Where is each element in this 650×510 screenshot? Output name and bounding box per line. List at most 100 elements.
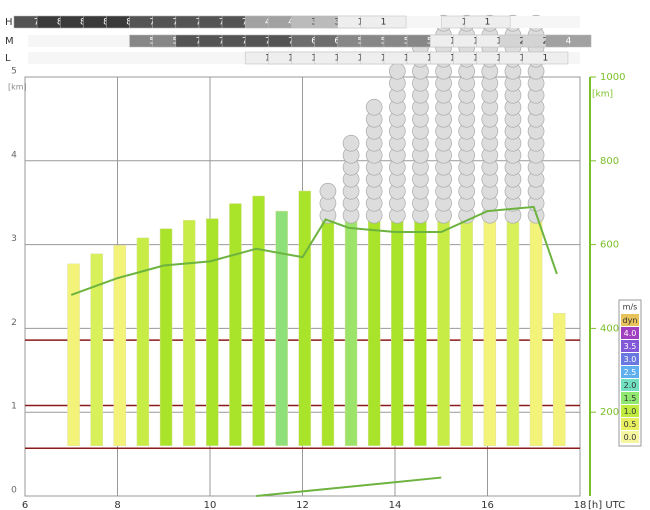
x-axis-label: [h] UTC (588, 500, 625, 510)
cloud-cover-label: 7 (288, 37, 294, 47)
cloud-cover-label: 1 (496, 54, 502, 64)
wind-column (159, 228, 173, 446)
wind-column (90, 253, 103, 446)
wind-column (67, 263, 80, 446)
cloud-cover-label: 1 (381, 18, 387, 28)
legend-label: 3.5 (624, 342, 637, 351)
height-line (70, 205, 558, 296)
cloud-cover-label: 5 (381, 37, 387, 47)
y2-tick-label: 200 (600, 407, 619, 418)
cloud-cover-label: 1 (265, 54, 271, 64)
wind-column (506, 200, 520, 446)
cloud-row-label: L (5, 53, 11, 64)
cloud-cover-label: 6 (334, 37, 340, 47)
wind-column (391, 220, 404, 446)
cloud-blob (388, 62, 406, 80)
cloud-cover-label: 1 (450, 37, 456, 47)
x-tick-label: 18 (574, 500, 587, 510)
cloud-cover-label: 1 (485, 18, 491, 28)
cloud-cover-label: 2 (542, 37, 548, 47)
wind-column (298, 190, 312, 446)
wind-column (414, 220, 427, 446)
cloud-cover-label: 5 (357, 37, 363, 47)
cloud-cover-label: 1 (519, 54, 525, 64)
legend-label: 1.0 (624, 407, 637, 416)
legend-label: 2.5 (624, 368, 637, 377)
legend-swatch (621, 314, 639, 326)
height-line (256, 476, 442, 497)
y-tick-label: 1 (11, 402, 17, 412)
cloud-cover-label: 8 (57, 18, 63, 28)
cloud-stack (319, 182, 337, 224)
cloud-cover-label: 8 (103, 18, 109, 28)
cloud-cover-cell (522, 51, 569, 65)
cloud-cover-label: 5 (172, 37, 178, 47)
cloud-cover-label: 8 (126, 18, 132, 28)
cloud-row-label: H (5, 17, 13, 28)
x-tick-label: 6 (22, 500, 28, 510)
y-tick-label: 5 (11, 67, 17, 77)
legend-swatch (621, 418, 639, 430)
wind-column (552, 313, 566, 446)
y2-tick-label: 1000 (600, 72, 625, 83)
cloud-cover-label: 1 (288, 54, 294, 64)
y2-axis-label: [km] (592, 90, 613, 100)
cloud-cover-label: 7 (149, 18, 155, 28)
cloud-cover-label: 5 (427, 37, 433, 47)
y2-tick-label: 600 (600, 240, 619, 251)
y-tick-label: 0 (11, 486, 17, 496)
cloud-cover-cell (545, 34, 592, 48)
cloud-cover-label: 1 (404, 54, 410, 64)
cloud-stack (412, 38, 429, 224)
cloud-cover-label: 7 (242, 37, 248, 47)
cloud-blob (365, 98, 383, 116)
wind-column (344, 220, 358, 446)
cloud-cover-label: 1 (473, 54, 479, 64)
legend-swatch (621, 366, 639, 378)
legend-label: 3.0 (624, 355, 637, 364)
cloud-cover-label: 4 (566, 37, 572, 47)
legend-label: dyn (623, 316, 638, 325)
wind-column (367, 220, 381, 446)
cloud-cover-label: 7 (265, 37, 271, 47)
legend-swatch (621, 405, 639, 417)
wind-column (529, 205, 543, 446)
cloud-cover-label: 4 (265, 18, 271, 28)
y-tick-label: 4 (11, 150, 17, 160)
legend-swatch (621, 379, 639, 391)
cloud-blob (319, 182, 337, 200)
legend-label: 2.0 (624, 381, 637, 390)
x-tick-label: 8 (114, 500, 120, 510)
cloud-cover-cell (464, 15, 511, 29)
legend-label: 1.5 (624, 394, 637, 403)
wind-column (136, 237, 150, 446)
cloud-cover-label: 2 (519, 37, 525, 47)
cloud-cover-label: 1 (381, 54, 387, 64)
y2-tick-label: 800 (600, 156, 619, 167)
x-tick-label: 16 (481, 500, 494, 510)
y-tick-label: 2 (11, 318, 17, 328)
cloud-stack (365, 98, 383, 224)
wind-column (321, 210, 335, 446)
cloud-cover-label: 6 (311, 37, 317, 47)
cloud-cover-label: 1 (473, 37, 479, 47)
x-tick-label: 10 (204, 500, 217, 510)
wind-column (252, 195, 265, 446)
cloud-cover-label: 1 (334, 54, 340, 64)
cloud-cover-label: 7 (196, 37, 202, 47)
cloud-cover-label: 7 (219, 18, 225, 28)
x-tick-label: 12 (296, 500, 309, 510)
cloud-cover-label: 1 (357, 18, 363, 28)
cloud-cover-label: 4 (288, 18, 294, 28)
y2-tick-label: 400 (600, 323, 619, 334)
cloud-cover-label: 1 (311, 54, 317, 64)
cloud-cover-label: 5 (404, 37, 410, 47)
cloud-cover-label: 7 (219, 37, 225, 47)
legend-title: m/s (623, 303, 638, 312)
cloud-cover-label: 1 (462, 18, 468, 28)
wind-column (460, 218, 473, 446)
cloud-blob (342, 134, 360, 152)
cloud-cover-label: 1 (542, 54, 548, 64)
wind-column (182, 220, 196, 446)
